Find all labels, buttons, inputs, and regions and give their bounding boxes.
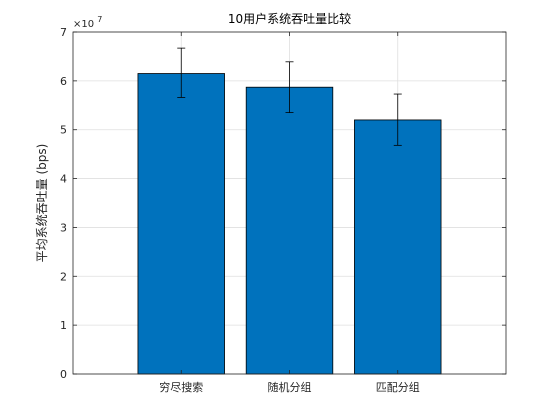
y-tick-label: 5 — [60, 124, 67, 137]
bar — [137, 73, 225, 375]
bar — [245, 86, 334, 375]
bars — [137, 73, 442, 375]
y-tick-label: 2 — [60, 270, 67, 283]
y-axis-exponent: ×10 7 — [73, 15, 102, 30]
y-ticks: 0 1 2 3 4 5 6 7 — [60, 26, 506, 381]
y-axis-exponent-base: ×10 — [73, 19, 94, 30]
chart-title: 10用户系统吞吐量比较 — [228, 11, 351, 26]
y-tick-label: 0 — [60, 368, 67, 381]
x-tick-label: 匹配分组 — [376, 380, 420, 394]
y-tick-label: 7 — [60, 26, 67, 39]
bar — [354, 119, 442, 375]
error-bars — [177, 47, 402, 146]
y-axis-exponent-power: 7 — [97, 15, 102, 24]
x-tick-label: 随机分组 — [268, 380, 312, 394]
y-tick-label: 6 — [60, 75, 67, 88]
y-tick-label: 3 — [60, 221, 67, 234]
y-tick-label: 4 — [60, 173, 67, 186]
y-axis-label: 平均系统吞吐量 (bps) — [35, 144, 49, 263]
x-ticks: 穷尽搜索 随机分组 匹配分组 — [159, 32, 420, 394]
x-tick-label: 穷尽搜索 — [159, 380, 203, 394]
y-tick-label: 1 — [60, 319, 67, 332]
